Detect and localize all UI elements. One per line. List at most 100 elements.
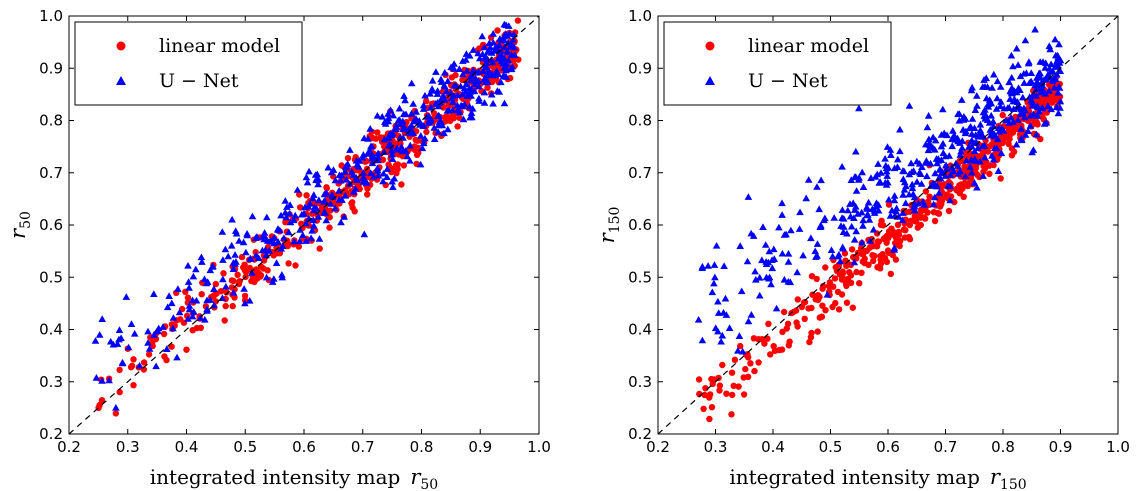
data-point xyxy=(870,209,879,216)
data-point xyxy=(1018,135,1026,143)
right-scatter-panel: 0.2 0.3 0.4 0.5 0.6 0.7 0.8 0.9 1.0 0.2 0.3 0.4 0.5 0… xyxy=(595,7,1130,491)
data-point xyxy=(113,340,122,347)
data-point xyxy=(386,106,395,114)
data-point xyxy=(751,367,758,375)
data-point xyxy=(953,185,961,193)
data-point xyxy=(433,87,442,94)
data-point xyxy=(808,273,816,280)
data-point xyxy=(778,199,786,207)
data-point xyxy=(263,213,271,221)
y-tick-label: 0.2 xyxy=(39,425,63,443)
data-point xyxy=(463,67,471,74)
data-point xyxy=(1048,99,1056,106)
data-point xyxy=(185,305,194,313)
data-point xyxy=(200,275,209,283)
data-point xyxy=(957,147,965,155)
data-point xyxy=(906,236,914,243)
data-point xyxy=(454,106,462,114)
data-point xyxy=(960,182,967,189)
data-point xyxy=(229,302,236,310)
data-point xyxy=(326,224,333,231)
data-point xyxy=(221,317,228,324)
data-point xyxy=(495,88,504,95)
data-point xyxy=(315,196,323,204)
data-point xyxy=(859,222,867,229)
data-point xyxy=(905,102,914,109)
right-series-linear-model xyxy=(695,73,1064,423)
data-point xyxy=(814,328,821,335)
data-point xyxy=(1055,40,1063,48)
data-point xyxy=(729,391,736,399)
data-point xyxy=(935,189,943,196)
data-point xyxy=(241,261,248,268)
data-point xyxy=(337,218,345,226)
data-point xyxy=(1013,98,1022,105)
data-point xyxy=(915,168,924,176)
data-point xyxy=(858,269,865,276)
data-point xyxy=(970,179,979,186)
data-point xyxy=(475,94,483,102)
data-point xyxy=(449,106,457,113)
data-point xyxy=(986,131,995,139)
data-point xyxy=(220,270,227,277)
data-point xyxy=(1027,77,1036,85)
data-point xyxy=(322,216,331,224)
data-point xyxy=(967,86,976,94)
data-point xyxy=(850,258,859,266)
data-point xyxy=(426,90,434,97)
data-point xyxy=(852,187,861,194)
x-tick-label: 0.7 xyxy=(351,438,375,456)
data-point xyxy=(968,83,976,91)
data-point xyxy=(919,198,927,205)
data-point xyxy=(755,273,764,281)
right-legend: linear model U − Net xyxy=(663,21,892,106)
data-point xyxy=(707,391,714,398)
data-point xyxy=(175,308,184,316)
data-point xyxy=(352,157,361,164)
legend-marker-triangle xyxy=(705,76,715,85)
data-point xyxy=(360,176,368,184)
data-point xyxy=(848,246,856,253)
data-point xyxy=(500,43,509,51)
data-point xyxy=(942,165,951,172)
data-point xyxy=(708,288,717,296)
data-point xyxy=(843,229,851,237)
data-point xyxy=(917,221,924,229)
data-point xyxy=(742,365,749,373)
data-point xyxy=(782,230,790,238)
data-point xyxy=(970,156,979,164)
data-point xyxy=(993,77,1002,85)
data-point xyxy=(896,147,904,155)
data-point xyxy=(290,237,298,245)
data-point xyxy=(764,335,771,342)
data-point xyxy=(487,49,496,56)
data-point xyxy=(242,268,250,276)
data-point xyxy=(381,120,390,127)
data-point xyxy=(360,134,368,142)
x-tick-label: 0.9 xyxy=(468,438,492,456)
data-point xyxy=(793,268,801,276)
data-point xyxy=(1031,25,1039,33)
data-point xyxy=(355,162,363,170)
data-point xyxy=(399,117,407,125)
data-point xyxy=(301,203,309,211)
data-point xyxy=(184,278,193,285)
data-point xyxy=(907,159,915,167)
data-point xyxy=(1033,112,1042,119)
data-point xyxy=(396,133,404,141)
data-point xyxy=(905,190,913,198)
data-point xyxy=(901,234,909,241)
data-point xyxy=(448,98,457,105)
data-point xyxy=(115,335,123,343)
data-point xyxy=(439,92,448,100)
data-point xyxy=(241,292,249,300)
data-point xyxy=(767,351,774,358)
data-point xyxy=(999,111,1006,119)
data-point xyxy=(795,225,804,232)
data-point xyxy=(942,161,950,169)
data-point xyxy=(1012,140,1021,148)
data-point xyxy=(177,316,184,323)
data-point xyxy=(876,178,884,185)
data-point xyxy=(1052,103,1061,111)
data-point xyxy=(971,106,980,113)
